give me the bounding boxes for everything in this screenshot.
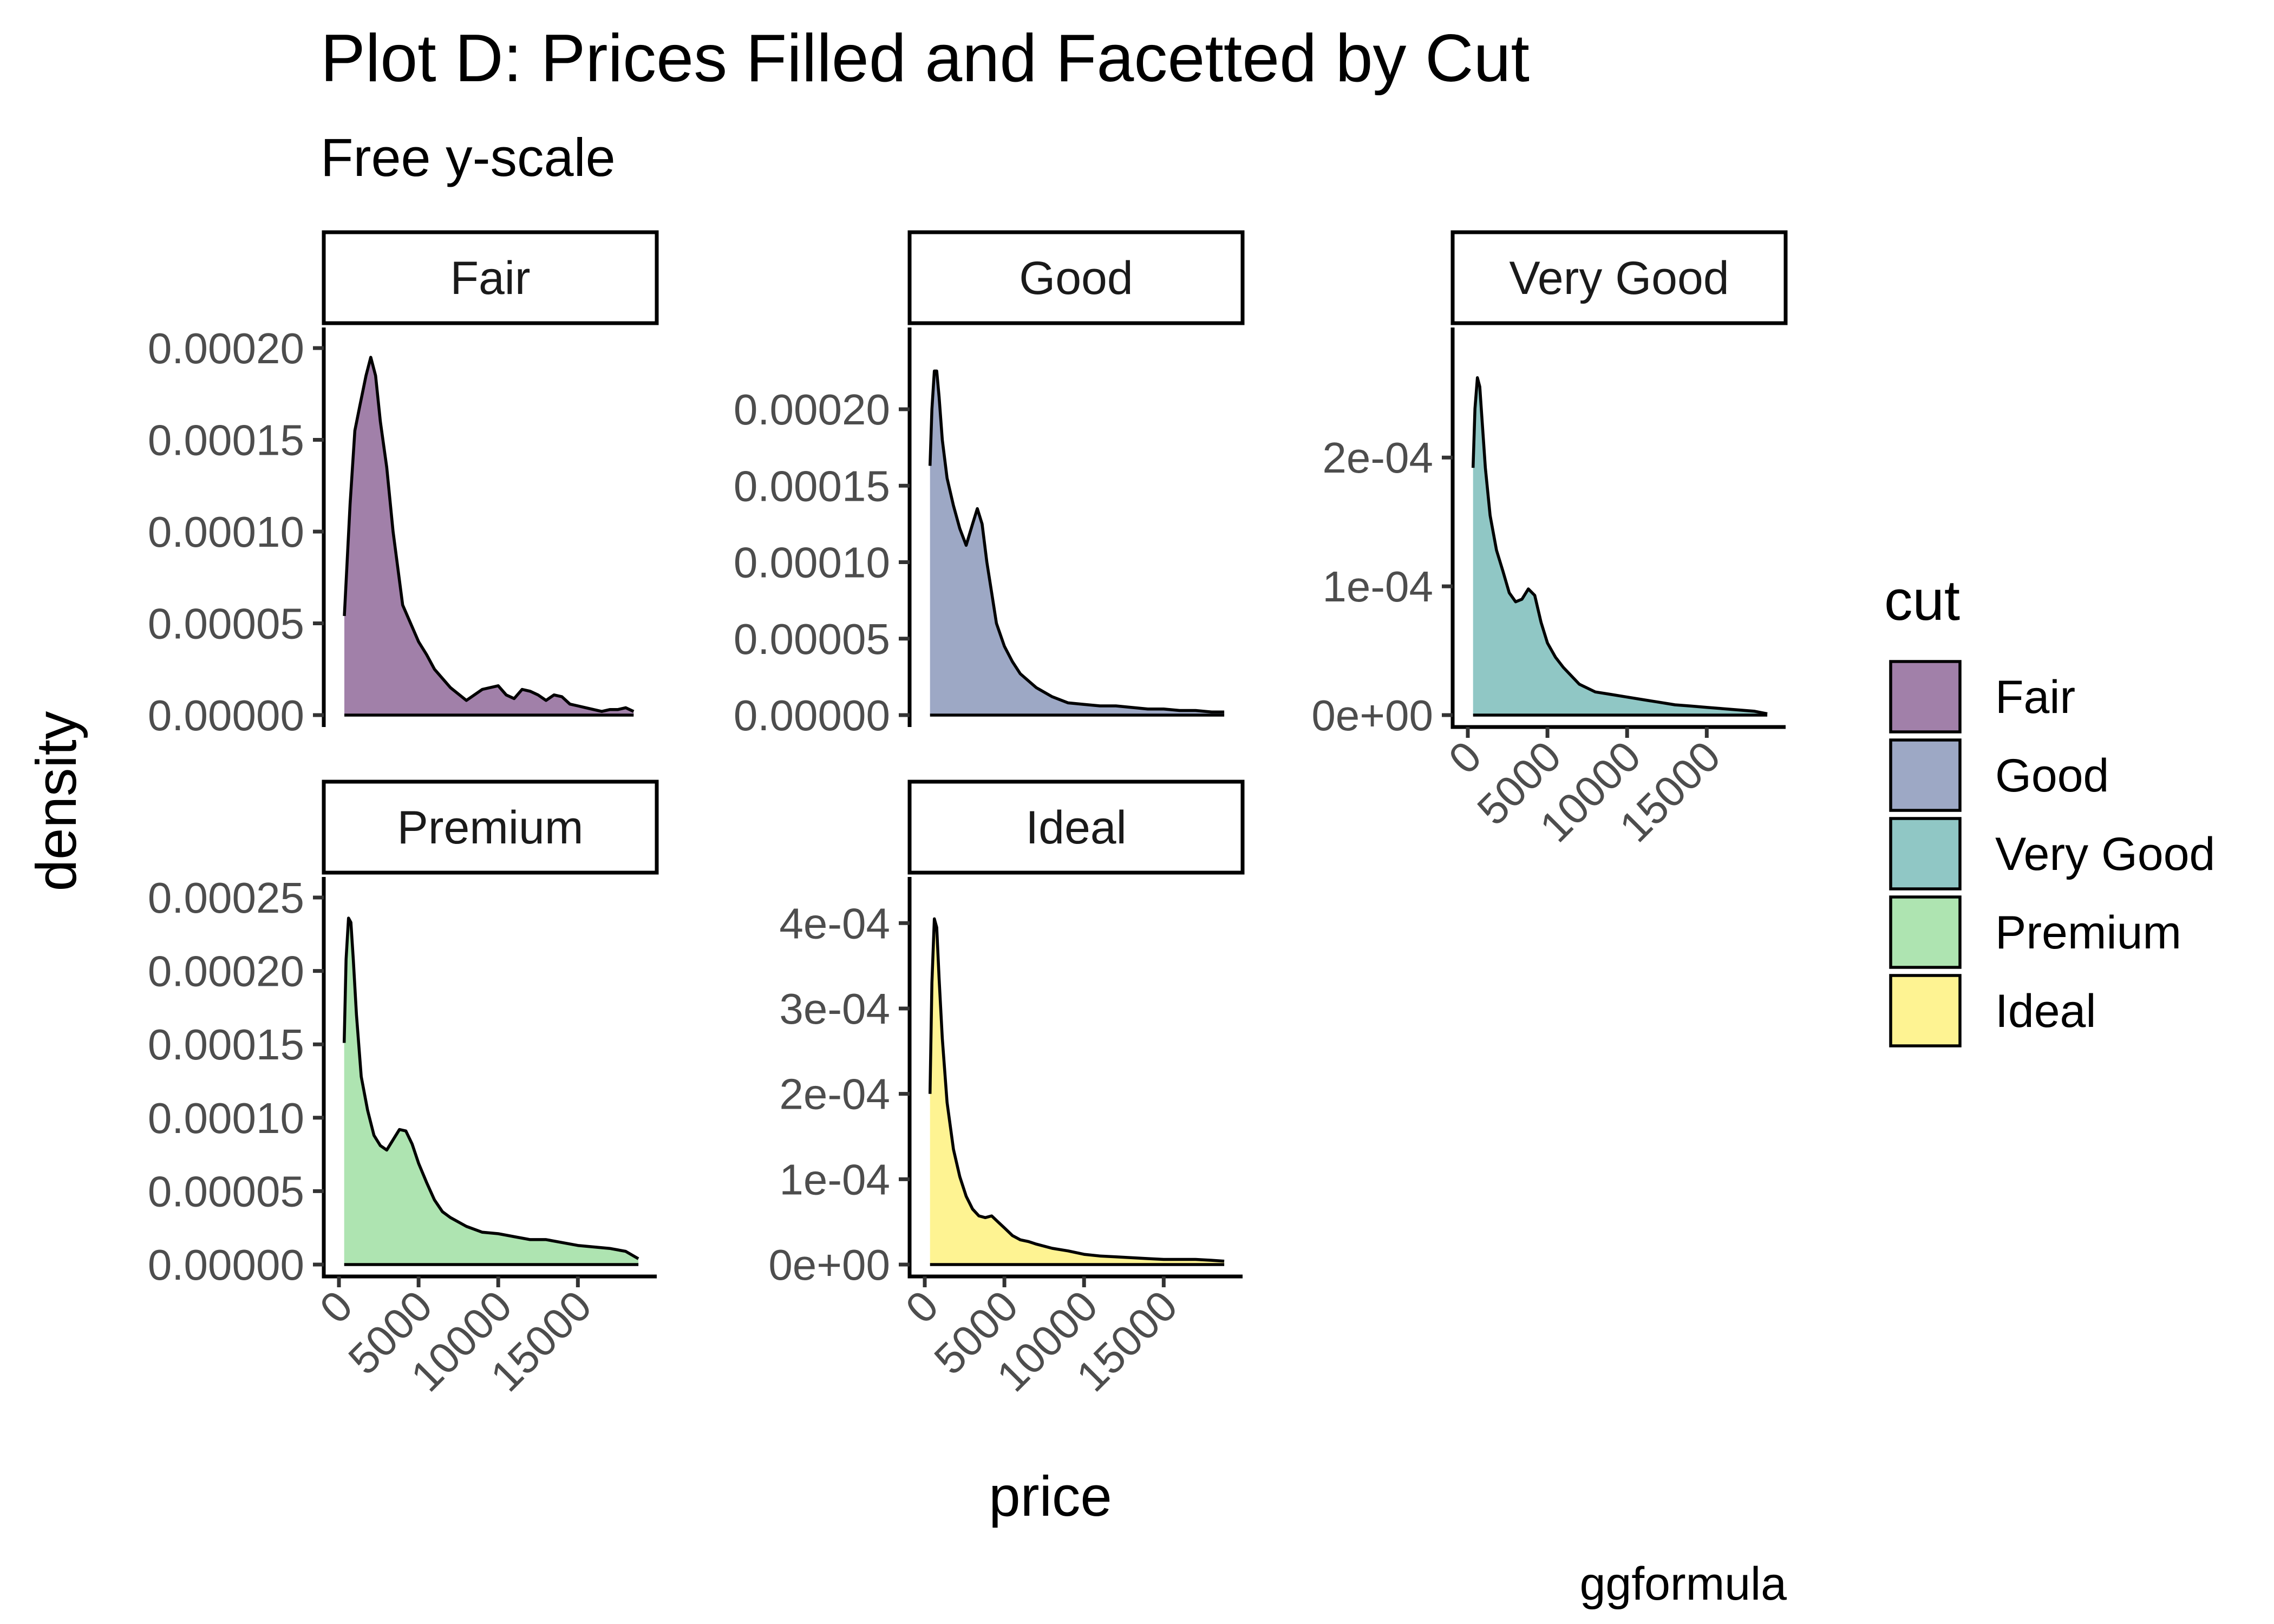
y-tick-label-good: 0.00020 xyxy=(734,385,890,434)
y-tick-label-ideal: 4e-04 xyxy=(779,899,890,947)
y-tick-label-fair: 0.00000 xyxy=(148,691,304,739)
legend-key-fair xyxy=(1889,660,1962,734)
legend-key-premium xyxy=(1889,895,1962,969)
x-tick-label-ideal: 0 xyxy=(897,1281,948,1332)
x-tick-label-very-good: 0 xyxy=(1440,732,1491,783)
facet-strip-good xyxy=(907,230,1245,325)
y-tick-label-ideal: 0e+00 xyxy=(768,1241,890,1289)
y-tick-label-fair: 0.00020 xyxy=(148,324,304,372)
y-tick-label-very-good: 1e-04 xyxy=(1322,562,1433,611)
chart-caption: ggformula xyxy=(1580,1558,1787,1610)
legend-key-ideal xyxy=(1889,974,1962,1047)
legend-label-premium: Premium xyxy=(1995,907,2181,959)
facet-panel-premium: Premium 0.00000 0.00005 0.00010 0.00015 0.000… xyxy=(148,780,659,1400)
density-curve-good xyxy=(928,369,1225,714)
density-curve-very-good xyxy=(1471,376,1768,716)
facet-strip-premium xyxy=(322,780,659,875)
chart-title: Plot D: Prices Filled and Facetted by Cu… xyxy=(321,21,1530,96)
y-tick-label-good: 0.00010 xyxy=(734,539,890,587)
y-tick-label-very-good: 0e+00 xyxy=(1311,691,1433,739)
y-tick-label-ideal: 2e-04 xyxy=(779,1070,890,1118)
y-tick-label-premium: 0.00015 xyxy=(148,1020,304,1069)
legend-title: cut xyxy=(1884,569,1960,632)
facet-strip-ideal xyxy=(907,780,1245,875)
legend-key-good xyxy=(1889,738,1962,812)
legend-label-ideal: Ideal xyxy=(1995,985,2096,1037)
legend-label-very-good: Very Good xyxy=(1995,828,2215,880)
facet-strip-label-premium: Premium xyxy=(397,802,583,854)
density-curve-fair xyxy=(343,356,635,713)
facet-panel-fair: Fair 0.00000 0.00005 0.00010 0.00015 0.00020 xyxy=(148,230,659,739)
density-area-premium xyxy=(344,918,639,1265)
density-area-ideal xyxy=(930,919,1225,1265)
facet-strip-label-good: Good xyxy=(1019,252,1133,304)
y-tick-label-fair: 0.00015 xyxy=(148,416,304,464)
facet-strip-label-ideal: Ideal xyxy=(1025,802,1127,854)
facet-strip-very-good xyxy=(1450,230,1788,325)
density-area-fair xyxy=(344,357,634,715)
density-curve-premium xyxy=(342,916,639,1260)
y-tick-label-premium: 0.00025 xyxy=(148,874,304,922)
density-area-good xyxy=(930,371,1225,715)
facet-strip-fair xyxy=(322,230,659,325)
y-tick-label-good: 0.00005 xyxy=(734,615,890,663)
facet-panel-ideal: Ideal0e+001e-042e-043e-044e-040500010000… xyxy=(768,780,1245,1400)
facet-strip-label-very-good: Very Good xyxy=(1509,252,1729,304)
density-area-very-good xyxy=(1473,377,1768,715)
legend-key-very-good xyxy=(1889,817,1962,890)
legend-label-good: Good xyxy=(1995,750,2109,802)
y-tick-label-fair: 0.00010 xyxy=(148,508,304,556)
y-tick-label-premium: 0.00000 xyxy=(148,1241,304,1289)
x-tick-label-premium: 0 xyxy=(311,1281,362,1332)
y-tick-label-fair: 0.00005 xyxy=(148,600,304,648)
y-tick-label-good: 0.00000 xyxy=(734,691,890,739)
y-tick-label-ideal: 3e-04 xyxy=(779,985,890,1033)
chart-subtitle: Free y-scale xyxy=(321,127,616,187)
y-tick-label-ideal: 1e-04 xyxy=(779,1155,890,1203)
legend: Fair Good Very Good Premium Ideal xyxy=(1889,660,2215,1047)
x-axis-title: price xyxy=(989,1465,1112,1528)
facet-panels: Fair0.000000.000050.000100.000150.00020G… xyxy=(148,230,1788,1400)
legend-label-fair: Fair xyxy=(1995,671,2075,723)
y-tick-label-premium: 0.00010 xyxy=(148,1094,304,1142)
facet-strip-label-fair: Fair xyxy=(450,252,530,304)
y-tick-label-premium: 0.00005 xyxy=(148,1167,304,1215)
facet-panel-good: Good 0.00000 0.00005 0.00010 0.00015 0.00020 xyxy=(734,230,1245,739)
y-tick-label-premium: 0.00020 xyxy=(148,947,304,996)
y-tick-label-very-good: 2e-04 xyxy=(1322,434,1433,482)
y-axis-title: density xyxy=(25,711,88,891)
density-curve-ideal xyxy=(928,917,1225,1263)
y-tick-label-good: 0.00015 xyxy=(734,462,890,510)
